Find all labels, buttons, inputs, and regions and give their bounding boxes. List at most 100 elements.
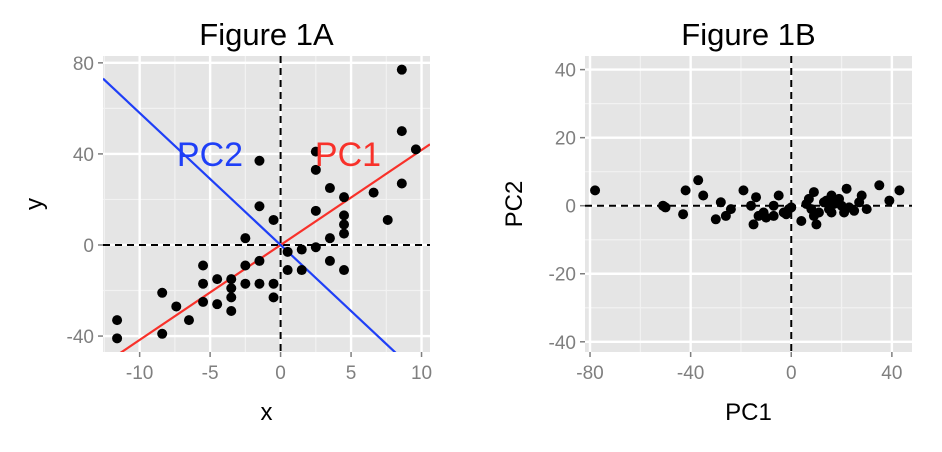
y-tick-label: 40 — [73, 145, 94, 166]
data-point — [157, 328, 168, 339]
y-axis-title: y — [21, 198, 48, 210]
data-point — [382, 214, 393, 225]
x-tick-label: 40 — [881, 363, 902, 384]
data-point — [874, 180, 885, 191]
chart-title: Figure 1B — [681, 17, 815, 52]
data-point — [590, 185, 601, 196]
principal-component-lines — [103, 77, 430, 352]
data-point — [660, 202, 671, 213]
data-point — [339, 219, 350, 230]
data-point — [240, 260, 251, 271]
x-axis-title: PC1 — [725, 399, 772, 426]
data-point — [396, 178, 407, 189]
scatter-points — [112, 64, 421, 344]
scatter-points — [590, 175, 905, 230]
data-point — [339, 192, 350, 203]
data-point — [856, 190, 867, 201]
reference-lines — [103, 56, 430, 352]
x-tick-label: 10 — [411, 363, 432, 384]
data-point — [884, 195, 895, 206]
y-tick-label: -40 — [67, 327, 94, 348]
x-axis-ticks: -10 -5 0 5 10 — [126, 352, 432, 384]
x-tick-label: 5 — [346, 363, 357, 384]
minor-gridlines — [103, 56, 430, 352]
data-point — [826, 190, 837, 201]
data-point — [368, 187, 379, 198]
x-tick-label: -10 — [126, 363, 153, 384]
data-point — [746, 200, 757, 211]
data-point — [268, 278, 279, 289]
data-point — [310, 146, 321, 157]
data-point — [112, 333, 123, 344]
data-point — [768, 200, 779, 211]
data-point — [282, 246, 293, 257]
pc2-line-label: PC2 — [177, 136, 243, 174]
x-tick-label: -80 — [576, 363, 603, 384]
data-point — [324, 183, 335, 194]
data-point — [715, 197, 726, 208]
y-axis-ticks: -40 -20 0 20 40 — [549, 61, 585, 354]
data-point — [396, 126, 407, 137]
data-point — [268, 214, 279, 225]
x-tick-label: -40 — [677, 363, 704, 384]
data-point — [396, 64, 407, 75]
chart-title: Figure 1A — [199, 17, 334, 52]
data-point — [748, 219, 759, 230]
data-point — [826, 207, 837, 218]
minor-gridlines — [585, 56, 912, 352]
x-tick-label: 0 — [275, 363, 286, 384]
data-point — [310, 164, 321, 175]
data-point — [813, 207, 824, 218]
data-point — [738, 185, 749, 196]
data-point — [894, 185, 905, 196]
data-point — [183, 315, 194, 326]
data-point — [240, 278, 251, 289]
x-axis-title: x — [261, 399, 273, 426]
y-tick-label: 0 — [565, 197, 576, 218]
data-point — [254, 201, 265, 212]
data-point — [725, 204, 736, 215]
data-point — [268, 292, 279, 303]
data-point — [339, 228, 350, 239]
y-tick-label: 20 — [555, 129, 576, 150]
data-point — [693, 175, 704, 186]
data-point — [861, 204, 872, 215]
plot-background — [103, 56, 430, 352]
data-point — [240, 233, 251, 244]
x-tick-label: -5 — [202, 363, 219, 384]
data-point — [678, 209, 689, 220]
y-tick-label: -40 — [549, 333, 576, 354]
data-point — [296, 265, 307, 276]
data-point — [198, 260, 209, 271]
data-point — [282, 265, 293, 276]
data-point — [410, 144, 421, 155]
data-point — [841, 183, 852, 194]
y-axis-ticks: -40 0 40 80 — [67, 54, 103, 348]
data-point — [339, 265, 350, 276]
y-tick-label: 80 — [73, 54, 94, 75]
data-point — [112, 315, 123, 326]
pc1-line-label: PC1 — [315, 136, 381, 174]
data-point — [310, 242, 321, 253]
data-point — [680, 185, 691, 196]
data-point — [761, 212, 772, 223]
x-axis-ticks: -80 -40 0 40 — [576, 352, 902, 384]
data-point — [198, 278, 209, 289]
data-point — [296, 244, 307, 255]
data-point — [226, 306, 237, 317]
x-tick-label: 0 — [786, 363, 797, 384]
data-point — [212, 274, 223, 285]
data-point — [710, 214, 721, 225]
y-tick-label: 0 — [83, 236, 94, 257]
data-point — [198, 296, 209, 307]
data-point — [339, 210, 350, 221]
data-point — [773, 190, 784, 201]
data-point — [324, 255, 335, 266]
y-tick-label: -20 — [549, 265, 576, 286]
data-point — [226, 274, 237, 285]
data-point — [324, 233, 335, 244]
data-point — [226, 292, 237, 303]
pc2-line — [103, 77, 397, 352]
